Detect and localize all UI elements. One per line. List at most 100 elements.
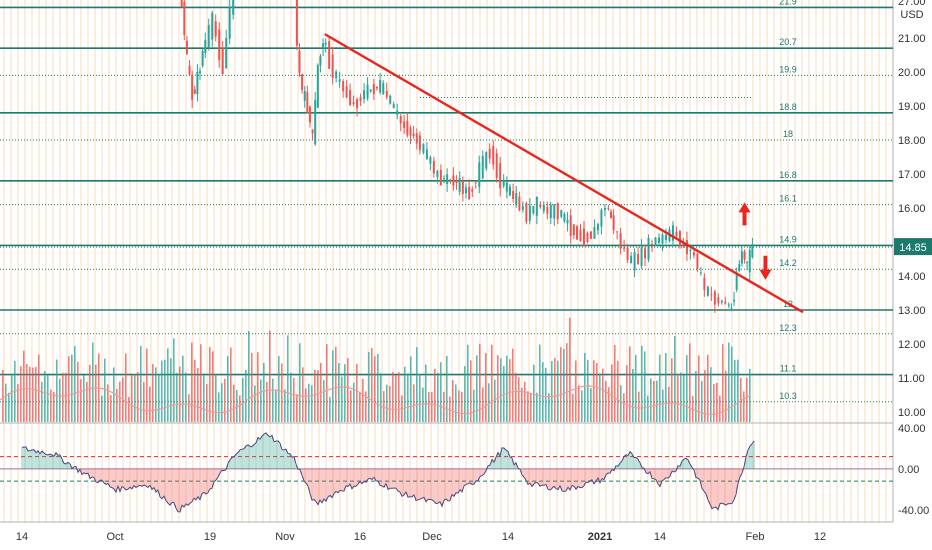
volume-bar [560, 347, 562, 422]
candle-body [575, 226, 578, 240]
candle-body [515, 193, 518, 206]
volume-bar [599, 373, 601, 422]
volume-bar [686, 355, 688, 422]
volume-bar [437, 372, 439, 422]
volume-bar [275, 390, 277, 422]
candle-body [369, 89, 372, 92]
volume-bar [575, 360, 577, 422]
volume-bar [137, 372, 139, 422]
candle-body [586, 232, 589, 243]
volume-bar [260, 379, 262, 422]
candle-body [696, 253, 699, 269]
volume-bar [164, 359, 166, 422]
annotation-arrows [738, 202, 772, 280]
candle-body [335, 71, 338, 79]
volume-bar [578, 385, 580, 422]
volume-ma-line [0, 385, 751, 416]
current-price-badge [894, 238, 932, 256]
volume-bar [359, 392, 361, 422]
volume-bar [644, 351, 646, 422]
volume-bar [224, 378, 226, 422]
price-tick-label: 19.00 [898, 101, 926, 113]
volume-bar [5, 383, 7, 422]
date-tick-label: 19 [204, 531, 216, 543]
volume-bar [539, 344, 541, 422]
volume-bar [203, 375, 205, 422]
volume-bar [638, 391, 640, 422]
volume-bar [680, 372, 682, 422]
volume-bar [200, 344, 202, 422]
volume-bar [689, 343, 691, 422]
volume-bar [242, 378, 244, 422]
volume-bar [161, 360, 163, 422]
level-label: 20.7 [779, 37, 797, 47]
candle-body [446, 174, 449, 185]
candle-body [495, 153, 498, 178]
candle-body [356, 99, 359, 109]
candle-body [603, 208, 606, 211]
volume-bar [398, 372, 400, 422]
volume-bar [245, 369, 247, 422]
candle-body [191, 74, 194, 100]
candle-body [535, 196, 538, 216]
candle-body [735, 274, 738, 290]
volume-bar [308, 383, 310, 422]
candle-body [525, 203, 528, 222]
candle-body [468, 186, 471, 200]
volume-bar [497, 355, 499, 422]
candle-body [352, 102, 355, 105]
volume-bar [707, 354, 709, 422]
volume-bar [11, 374, 13, 422]
candle-body [225, 38, 228, 69]
candle-body [382, 83, 385, 94]
volume-bar [191, 342, 193, 422]
volume-bar [566, 343, 568, 422]
candle-body [366, 84, 369, 99]
candle-body [301, 74, 304, 91]
candle-body [521, 206, 524, 210]
volume-bar [305, 388, 307, 422]
volume-bar [656, 380, 658, 422]
candle-body [738, 264, 741, 271]
volume-bar [332, 350, 334, 422]
candle-body [232, 0, 235, 15]
volume-bar [500, 358, 502, 422]
volume-bar [569, 317, 571, 422]
candle-body [331, 54, 334, 79]
volume-bar [392, 372, 394, 422]
candle-body [644, 248, 647, 259]
volume-bars [0, 317, 751, 422]
candle-body [512, 191, 515, 199]
volume-bar [617, 360, 619, 422]
volume-bar [455, 384, 457, 422]
candle-body [710, 294, 713, 296]
volume-bar [416, 347, 418, 422]
volume-bar [254, 385, 256, 422]
price-tick-label: 20.00 [898, 67, 926, 79]
candle-body [409, 127, 412, 136]
volume-bar [482, 387, 484, 422]
candle-body [228, 6, 231, 39]
volume-bar [302, 367, 304, 422]
candle-body [452, 175, 455, 186]
volume-bar [296, 394, 298, 422]
volume-bar [440, 362, 442, 422]
candle-body [539, 204, 542, 208]
volume-bar [494, 379, 496, 422]
date-tick-label: 16 [354, 531, 366, 543]
candle-body [626, 247, 629, 261]
trendline-group[interactable] [324, 33, 804, 313]
volume-bar [95, 364, 97, 422]
volume-bar [116, 388, 118, 422]
volume-bar [329, 396, 331, 422]
volume-bar [704, 370, 706, 422]
volume-bar [596, 362, 598, 422]
candle-body [478, 162, 481, 187]
volume-bar [728, 342, 730, 422]
candle-body [464, 187, 467, 194]
volume-bar [725, 370, 727, 422]
volume-bar [263, 362, 265, 422]
volume-bar [557, 360, 559, 422]
volume-bar [521, 387, 523, 422]
